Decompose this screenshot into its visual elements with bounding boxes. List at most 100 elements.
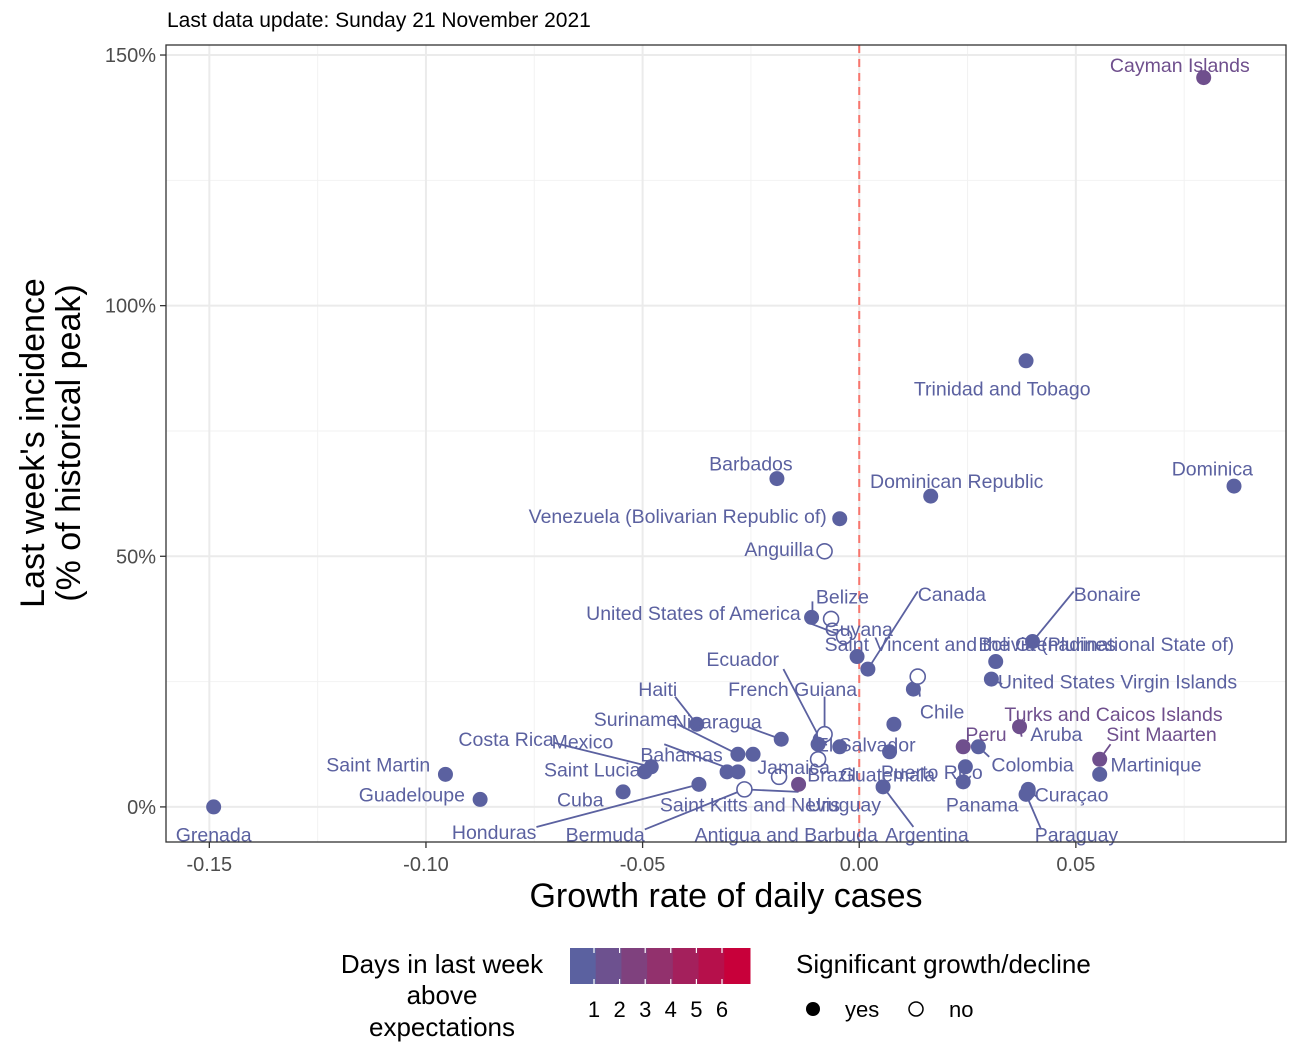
- data-point: [1018, 786, 1034, 802]
- point-label: Trinidad and Tobago: [914, 378, 1091, 400]
- y-tick-label: 150%: [105, 45, 156, 67]
- legend-color-bar: [570, 948, 751, 984]
- point-label: Haiti: [638, 679, 677, 701]
- data-point: [730, 764, 746, 780]
- point-label: Argentina: [885, 824, 969, 846]
- point-label: French Guiana: [728, 679, 857, 701]
- data-point: [804, 609, 820, 625]
- plot-border: [165, 44, 1287, 843]
- color-tick-label: 3: [639, 997, 651, 1022]
- x-tick-label: 0.05: [1056, 854, 1095, 876]
- legend-open-circle-icon: [908, 1001, 924, 1017]
- point-label: Guyana: [825, 619, 893, 641]
- color-bar-segment: [647, 948, 674, 984]
- point-label: Saint Kitts and Nevis: [660, 794, 840, 816]
- legend-shape-title: Significant growth/decline: [796, 949, 1091, 979]
- point-label: Chile: [920, 702, 964, 724]
- point-label: Honduras: [452, 822, 537, 844]
- data-point: [875, 779, 891, 795]
- data-point: [905, 681, 921, 697]
- leader-line: [1031, 590, 1075, 643]
- point-label: Suriname: [594, 709, 677, 731]
- x-axis-ticks: -0.15 -0.10 -0.05 0.00 0.05: [187, 842, 1095, 876]
- leader-line: [644, 788, 745, 831]
- point-label: Dominica: [1172, 459, 1253, 481]
- point-label: Aruba: [1030, 724, 1082, 746]
- data-point: [816, 542, 833, 560]
- point-label: Anguilla: [744, 539, 814, 561]
- point-label: Puerto Rico: [881, 762, 983, 784]
- data-point: [736, 781, 753, 798]
- point-label: Guadeloupe: [359, 784, 465, 806]
- data-point: [955, 739, 971, 755]
- point-label: Venezuela (Bolivarian Republic of): [529, 506, 827, 528]
- legend-color-title-line1: Days in last week: [341, 949, 544, 979]
- leader-line: [676, 723, 739, 756]
- data-point: [970, 739, 986, 755]
- data-point: [472, 791, 488, 807]
- point-label: Brazil: [807, 764, 856, 786]
- y-axis-title-line2: (% of historical peak): [50, 284, 88, 601]
- data-point: [1196, 70, 1212, 86]
- point-label: Peru: [965, 724, 1006, 746]
- point-label: Cuba: [557, 789, 604, 811]
- point-label: Dominican Republic: [870, 471, 1044, 493]
- point-label: Curaçao: [1035, 784, 1109, 806]
- legend-filled-circle-icon: [806, 1002, 820, 1016]
- leader-line: [782, 668, 822, 740]
- leader-line: [867, 590, 919, 670]
- color-tick-label: 6: [716, 997, 728, 1022]
- color-bar-segment: [724, 948, 751, 984]
- point-label: Saint Martin: [326, 754, 430, 776]
- leader-line: [744, 788, 799, 793]
- point-label: Mexico: [552, 732, 614, 754]
- data-point: [988, 654, 1004, 670]
- color-tick-label: 4: [665, 997, 677, 1022]
- point-label: Antigua and Barbuda: [695, 824, 878, 846]
- data-point: [637, 764, 653, 780]
- data-point: [1092, 766, 1108, 782]
- data-point: [615, 784, 631, 800]
- point-label: Paraguay: [1035, 824, 1119, 846]
- plot-panel: [166, 45, 1286, 842]
- point-label: Belize: [816, 586, 869, 608]
- color-tick-label: 1: [588, 997, 600, 1022]
- point-label: Saint Vincent and the Grenadines: [825, 634, 1117, 656]
- x-tick-label: -0.05: [620, 854, 666, 876]
- point-label: Turks and Caicos Islands: [1004, 704, 1222, 726]
- data-point: [983, 671, 999, 687]
- point-label: Cayman Islands: [1110, 55, 1250, 77]
- point-label: Colombia: [991, 754, 1074, 776]
- color-bar-segment: [595, 948, 622, 984]
- data-point: [773, 731, 789, 747]
- leader-line: [553, 741, 652, 768]
- data-point: [832, 739, 848, 755]
- data-point: [745, 746, 761, 762]
- data-point: [730, 746, 746, 762]
- point-label: Martinique: [1111, 754, 1202, 776]
- data-point: [909, 668, 927, 685]
- point-label: Bolivia (Plurinational State of): [978, 634, 1234, 656]
- point-label: Barbados: [709, 454, 793, 476]
- data-point: [1018, 353, 1034, 369]
- point-labels: Cayman Islands Trinidad and Tobago Dominic…: [176, 55, 1253, 846]
- data-point: [691, 776, 707, 792]
- y-tick-label: 100%: [105, 296, 156, 318]
- point-label: Bermuda: [566, 824, 645, 846]
- data-point: [437, 766, 453, 782]
- x-tick-label: 0.00: [840, 854, 879, 876]
- data-point: [1092, 751, 1108, 767]
- legend-color-title-line2: above: [407, 980, 478, 1010]
- data-point: [791, 776, 807, 792]
- point-label: Jamaica: [757, 757, 830, 779]
- legend-no-label: no: [949, 997, 973, 1022]
- data-point: [1025, 633, 1041, 649]
- legend-color-title-line3: expectations: [369, 1012, 515, 1042]
- data-point: [769, 471, 785, 487]
- point-label: Panama: [946, 794, 1019, 816]
- point-label: Ecuador: [706, 649, 779, 671]
- color-bar-segment: [698, 948, 725, 984]
- data-point: [1012, 719, 1028, 735]
